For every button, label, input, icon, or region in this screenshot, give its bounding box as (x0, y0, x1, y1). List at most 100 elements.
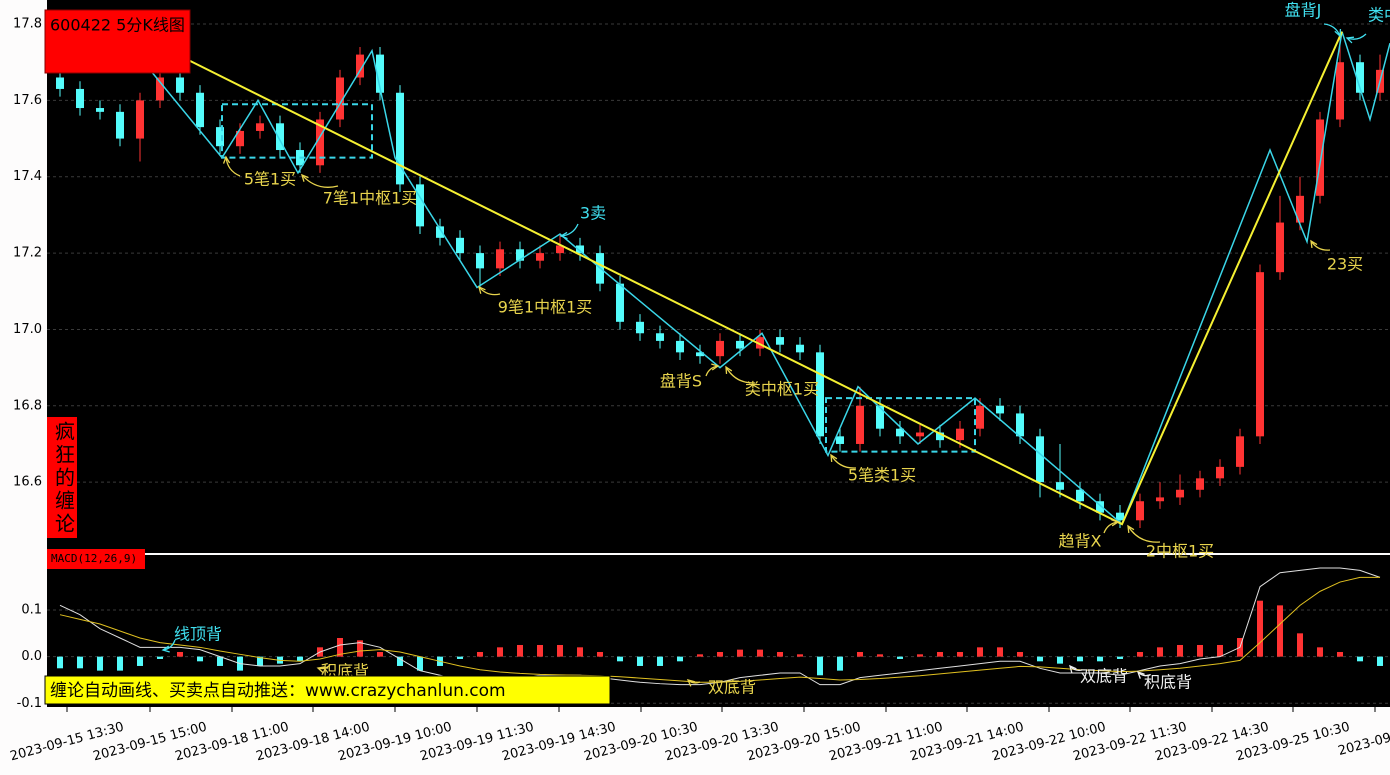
candle-body (336, 77, 344, 120)
candle-body (1036, 436, 1044, 483)
candle-body (356, 54, 364, 78)
macd-bar (1377, 656, 1383, 666)
macd-bar (1197, 644, 1203, 657)
price-panel (47, 0, 1390, 553)
candle-body (116, 111, 124, 139)
annotation: 2中枢1买 (1146, 542, 1214, 561)
y-tick-label: 0.0 (21, 649, 42, 664)
candle-body (616, 283, 624, 322)
candle-body (376, 54, 384, 93)
arrow-head (686, 679, 695, 687)
macd-bar (537, 644, 543, 657)
side-label-box (47, 417, 77, 538)
candle-body (956, 428, 964, 441)
macd-bar (117, 656, 123, 671)
arrow-head (1310, 239, 1318, 249)
candle-body (136, 100, 144, 139)
arrow-head (1334, 28, 1342, 38)
macd-bar (917, 654, 923, 657)
candle-body (516, 249, 524, 261)
macd-bar (1257, 600, 1263, 657)
arrow-head (316, 666, 326, 674)
candle-body (996, 405, 1004, 414)
y-tick-label: 17.0 (13, 322, 42, 337)
candle-body (456, 237, 464, 254)
macd-bar (97, 656, 103, 671)
annotation: 3卖 (580, 204, 606, 223)
candle-body (656, 333, 664, 341)
macd-bar (1097, 656, 1103, 662)
bi-line (149, 31, 1390, 526)
candle-body (1256, 272, 1264, 437)
macd-bar (1037, 656, 1043, 662)
macd-bar (217, 656, 223, 666)
candle-body (576, 245, 584, 254)
macd-bar (777, 651, 783, 657)
candle-body (1116, 512, 1124, 521)
y-tick-label: 16.6 (13, 475, 42, 490)
candle-body (1016, 413, 1024, 437)
candle-body (196, 92, 204, 128)
y-tick-label: 16.8 (13, 398, 42, 413)
macd-bar (397, 656, 403, 666)
candle-body (236, 130, 244, 147)
annotation-arrow (478, 286, 501, 296)
macd-bar (497, 647, 503, 657)
side-label: 疯狂的缠论 (52, 421, 76, 536)
candle-body (1236, 436, 1244, 467)
macd-bar (177, 651, 183, 657)
dea-line (59, 576, 1380, 683)
annotation: 类中 (1368, 6, 1390, 25)
annotation-arrow (1323, 23, 1341, 37)
annotation: 趋背X (1059, 532, 1102, 551)
annotation: 9笔1中枢1买 (498, 298, 593, 317)
macd-bar (1057, 656, 1063, 664)
macd-annotation: 积底背 (1144, 673, 1192, 692)
macd-title-box (47, 549, 145, 569)
candle-body (176, 77, 184, 93)
annotation: 5笔类1买 (848, 466, 916, 485)
candle-body (1076, 489, 1084, 502)
candle-body (436, 226, 444, 238)
macd-bar (837, 656, 843, 671)
macd-bar (657, 656, 663, 666)
macd-bar (877, 654, 883, 657)
arrow-head (711, 363, 720, 371)
zhongshu-box (825, 397, 976, 453)
candle-body (676, 340, 684, 353)
candle-body (216, 127, 224, 147)
candle-body (796, 344, 804, 353)
annotation-arrow (560, 223, 579, 237)
candle-body (1216, 466, 1224, 479)
candle-body (536, 253, 544, 261)
macd-bar (257, 656, 263, 666)
candle-body (156, 77, 164, 101)
macd-bar (1297, 633, 1303, 657)
candle-body (1196, 478, 1204, 490)
macd-bar (1157, 647, 1163, 657)
macd-bar (857, 651, 863, 657)
macd-bar (1217, 644, 1223, 657)
y-tick-label: 17.8 (13, 17, 42, 32)
candle-body (96, 108, 104, 112)
annotation-arrow (301, 174, 339, 188)
macd-bar (457, 656, 463, 659)
y-tick-label: 17.2 (13, 246, 42, 261)
macd-bar (1017, 651, 1023, 657)
candle-body (76, 88, 84, 109)
banner-box (44, 675, 611, 705)
y-tick-label: 17.6 (13, 93, 42, 108)
arrow-head (1345, 36, 1355, 44)
macd-annotation: 双底背 (708, 678, 756, 697)
arrow-head (830, 453, 838, 463)
macd-bar (617, 656, 623, 662)
annotation-arrow (225, 156, 241, 177)
macd-bar (77, 656, 83, 669)
annotation-arrow (1310, 240, 1331, 251)
macd-bar (737, 649, 743, 657)
candle-body (1156, 497, 1164, 502)
candle-body (756, 337, 764, 349)
macd-bar (1137, 651, 1143, 657)
candle-body (476, 253, 484, 269)
macd-bar (417, 656, 423, 671)
